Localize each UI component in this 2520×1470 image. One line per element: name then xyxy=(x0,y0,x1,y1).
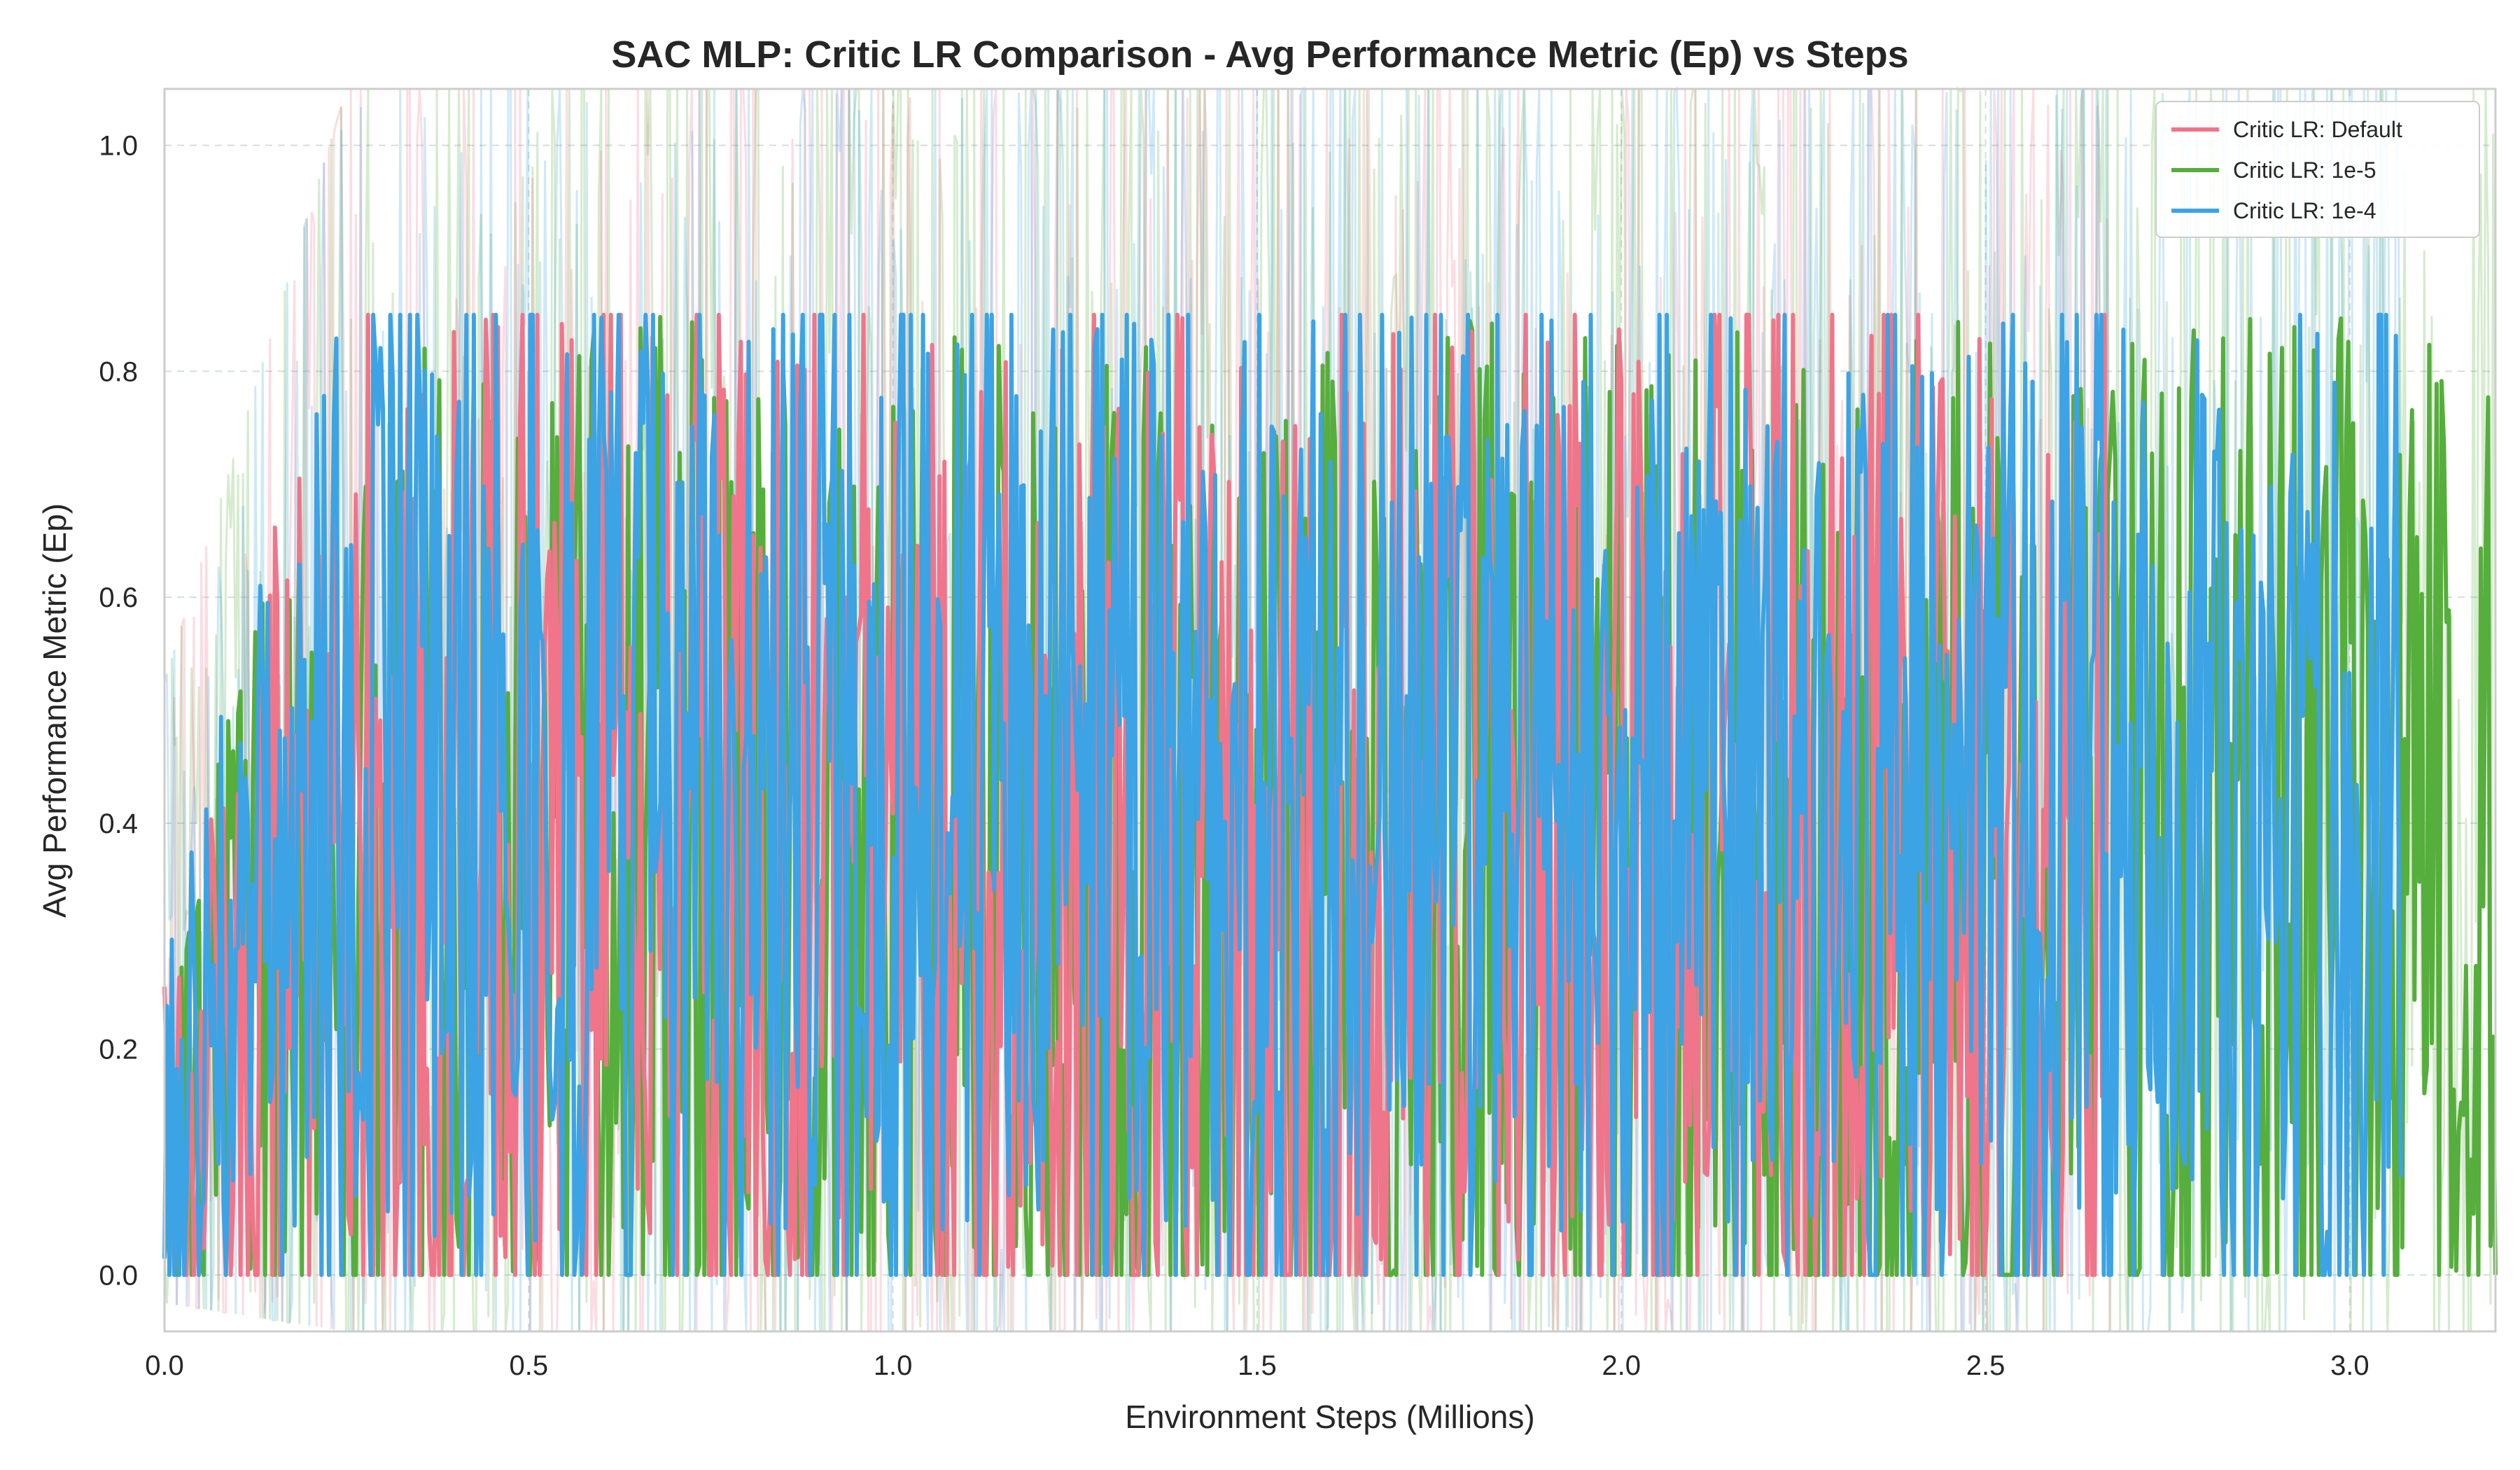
series-line xyxy=(162,312,2403,1278)
y-tick-label: 0.8 xyxy=(99,356,138,387)
series-raw-line xyxy=(163,86,2497,1334)
smoothed-series-layer xyxy=(162,312,2498,1278)
y-tick-label: 0.0 xyxy=(99,1260,138,1291)
legend-box xyxy=(2155,101,2480,238)
y-tick-label: 0.4 xyxy=(99,808,138,839)
legend-label: Critic LR: 1e-4 xyxy=(2233,198,2376,223)
y-tick-label: 0.2 xyxy=(99,1035,138,1065)
plot-frame xyxy=(163,88,2497,1333)
x-axis: 0.0 0.5 1.0 1.5 2.0 2.5 3.0 xyxy=(145,1350,2369,1381)
legend-label: Critic LR: Default xyxy=(2233,117,2402,142)
y-tick-label: 1.0 xyxy=(99,131,138,162)
y-axis: 0.0 0.2 0.4 0.6 0.8 1.0 xyxy=(99,131,138,1292)
x-tick-label: 3.0 xyxy=(2330,1350,2370,1381)
x-tick-label: 1.5 xyxy=(1238,1350,1277,1381)
legend-label: Critic LR: 1e-5 xyxy=(2233,158,2376,183)
x-tick-label: 2.0 xyxy=(1602,1350,1641,1381)
y-tick-label: 0.6 xyxy=(99,582,138,613)
y-axis-label: Avg Performance Metric (Ep) xyxy=(36,503,73,918)
x-tick-label: 0.0 xyxy=(145,1350,184,1381)
chart-title: SAC MLP: Critic LR Comparison - Avg Perf… xyxy=(611,34,1908,76)
x-tick-label: 2.5 xyxy=(1966,1350,2005,1381)
x-tick-label: 1.0 xyxy=(874,1350,913,1381)
legend: Critic LR: Default Critic LR: 1e-5 Critic … xyxy=(2155,101,2480,238)
x-axis-label: Environment Steps (Millions) xyxy=(1125,1399,1534,1435)
x-tick-label: 0.5 xyxy=(510,1350,549,1381)
